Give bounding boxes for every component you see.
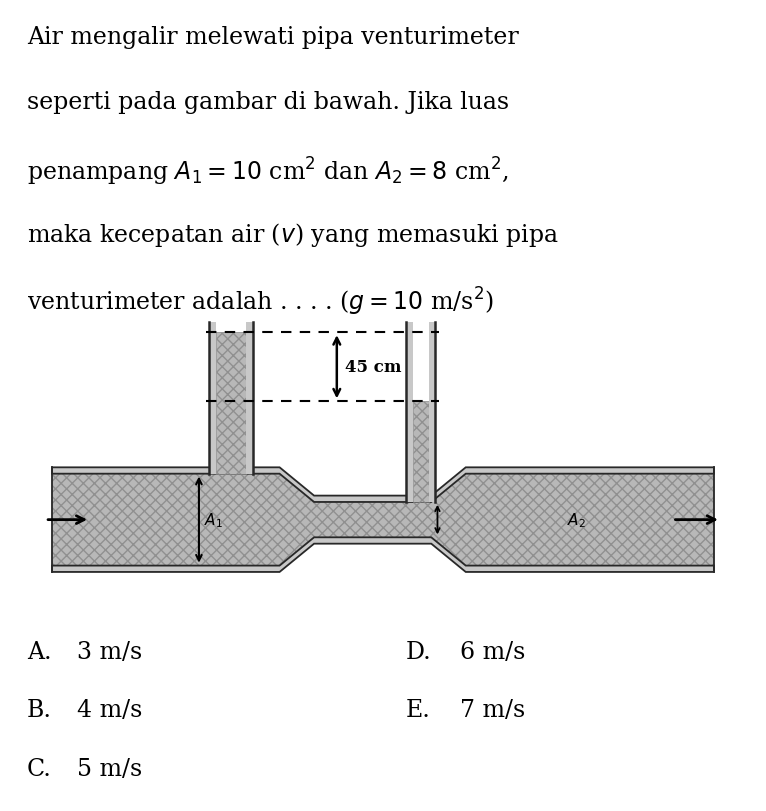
Text: seperti pada gambar di bawah. Jika luas: seperti pada gambar di bawah. Jika luas (27, 91, 509, 114)
Text: Air mengalir melewati pipa venturimeter: Air mengalir melewati pipa venturimeter (27, 26, 519, 49)
Polygon shape (52, 468, 714, 502)
Polygon shape (413, 401, 429, 502)
Text: D.: D. (406, 640, 432, 663)
Text: 4 m/s: 4 m/s (77, 698, 142, 721)
Text: maka kecepatan air ($v$) yang memasuki pipa: maka kecepatan air ($v$) yang memasuki p… (27, 221, 558, 248)
Text: 3 m/s: 3 m/s (77, 640, 142, 663)
Polygon shape (407, 322, 413, 502)
Polygon shape (216, 333, 247, 474)
Polygon shape (429, 322, 435, 502)
Text: $A_2$: $A_2$ (567, 511, 585, 530)
Polygon shape (247, 322, 254, 474)
Text: venturimeter adalah . . . . ($g = 10$ m/s$^2$): venturimeter adalah . . . . ($g = 10$ m/… (27, 285, 493, 318)
Text: penampang $A_1 = 10$ cm$^2$ dan $A_2 = 8$ cm$^2$,: penampang $A_1 = 10$ cm$^2$ dan $A_2 = 8… (27, 156, 509, 188)
Text: A.: A. (27, 640, 51, 663)
Polygon shape (209, 322, 216, 474)
Polygon shape (52, 474, 714, 566)
Text: 45 cm: 45 cm (345, 358, 401, 375)
Text: $A_1$: $A_1$ (205, 511, 224, 530)
Text: C.: C. (27, 757, 51, 779)
Polygon shape (52, 538, 714, 573)
Text: 7 m/s: 7 m/s (460, 698, 525, 721)
Text: 6 m/s: 6 m/s (460, 640, 525, 663)
Text: E.: E. (406, 698, 430, 721)
Text: B.: B. (27, 698, 52, 721)
Text: 5 m/s: 5 m/s (77, 757, 142, 779)
